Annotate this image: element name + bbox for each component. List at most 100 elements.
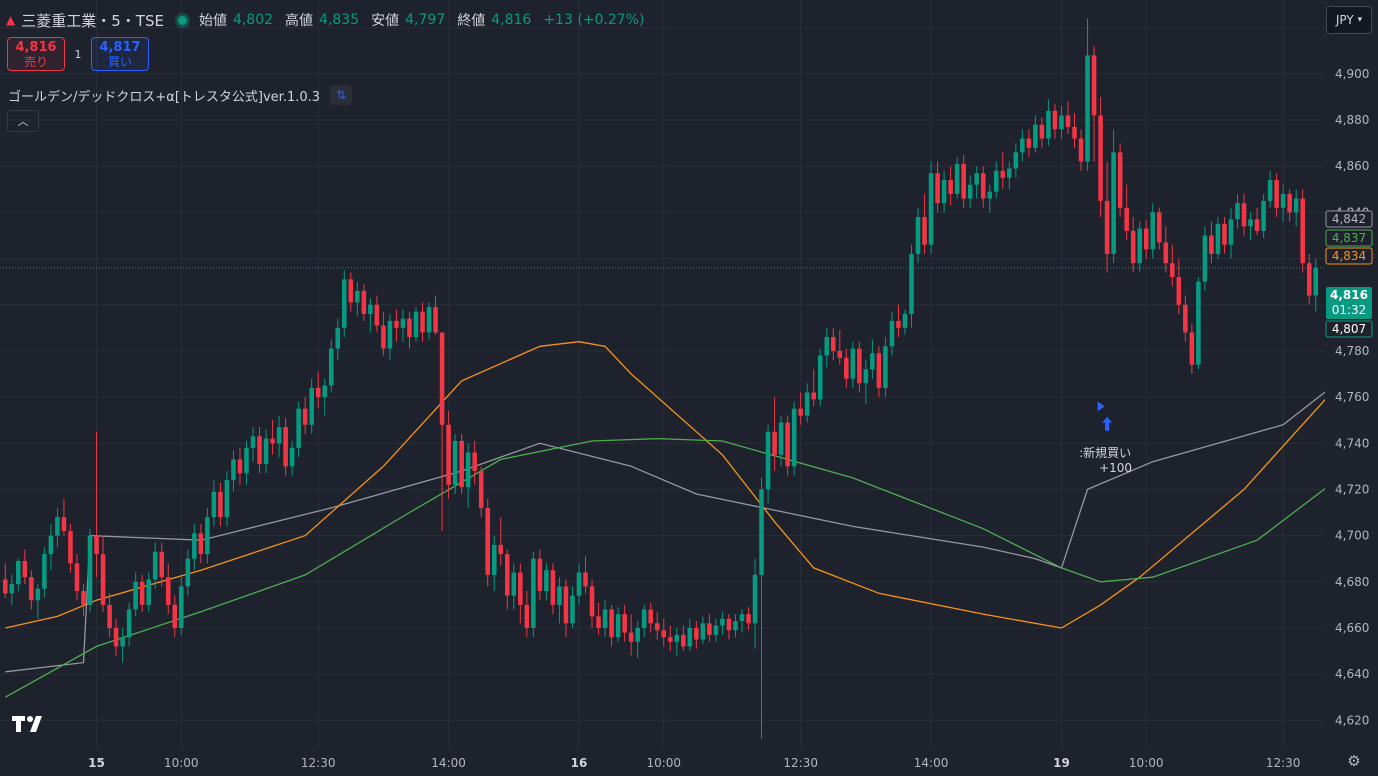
arrows-icon[interactable]: ⇅ bbox=[330, 85, 353, 105]
candle bbox=[263, 429, 269, 474]
time-tick-label: 15 bbox=[88, 756, 105, 770]
candle bbox=[113, 618, 119, 656]
series-line-vwap bbox=[5, 357, 1378, 673]
candle-body bbox=[1241, 203, 1247, 227]
candle bbox=[1215, 217, 1221, 259]
candle-body bbox=[583, 572, 588, 587]
candle-body bbox=[681, 634, 686, 647]
candle bbox=[29, 570, 34, 610]
price-tick-label: 4,880 bbox=[1335, 113, 1369, 127]
candle bbox=[1143, 219, 1149, 259]
price-tick-label: 4,720 bbox=[1335, 482, 1369, 496]
candle-body bbox=[765, 431, 771, 490]
candle bbox=[1020, 129, 1025, 162]
price-label-text: 4,816 bbox=[1330, 288, 1368, 302]
candle bbox=[55, 507, 60, 548]
candle-body bbox=[426, 307, 432, 333]
candle-body bbox=[133, 581, 138, 610]
candle bbox=[733, 614, 738, 638]
indicator-legend[interactable]: ゴールデン/デッドクロス+α[トレスタ公式]ver.1.0.3 ⇅ bbox=[8, 85, 353, 105]
candle bbox=[322, 378, 328, 416]
price-tick-label: 4,640 bbox=[1335, 667, 1369, 681]
candle bbox=[694, 621, 699, 649]
time-tick-label: 14:00 bbox=[914, 756, 949, 770]
candle bbox=[257, 427, 262, 474]
candle-body bbox=[283, 427, 288, 467]
candle-body bbox=[472, 452, 477, 471]
candle-body bbox=[1059, 115, 1064, 130]
price-tick-label: 4,900 bbox=[1335, 67, 1369, 81]
candle-body bbox=[1280, 193, 1286, 208]
candle bbox=[315, 371, 321, 409]
high-value: 4,835 bbox=[319, 12, 360, 28]
candle-body bbox=[1248, 219, 1253, 227]
candle bbox=[87, 528, 93, 612]
candle bbox=[426, 302, 432, 340]
candle bbox=[661, 618, 667, 647]
candle-body bbox=[524, 604, 530, 628]
candle bbox=[342, 270, 347, 338]
candle bbox=[935, 161, 940, 213]
candle bbox=[1306, 253, 1312, 305]
candle bbox=[74, 554, 80, 601]
candle bbox=[1039, 117, 1045, 148]
candle bbox=[967, 175, 973, 208]
candle bbox=[531, 551, 536, 638]
gear-icon[interactable]: ⚙ bbox=[1347, 752, 1361, 770]
market-status-icon bbox=[177, 15, 187, 25]
candle bbox=[915, 207, 921, 264]
tradingview-logo-icon[interactable] bbox=[12, 714, 46, 734]
symbol-title[interactable]: 三菱重工業・5・TSE bbox=[21, 11, 164, 30]
candle bbox=[165, 563, 171, 615]
sell-label: 売り bbox=[23, 55, 48, 69]
candle-body bbox=[557, 586, 562, 605]
candle-body bbox=[315, 387, 321, 398]
candle-body bbox=[342, 279, 347, 328]
candle bbox=[648, 602, 654, 633]
candle-body bbox=[694, 627, 699, 640]
time-axis-bg bbox=[0, 748, 1378, 776]
candle-body bbox=[896, 320, 901, 328]
candle-body bbox=[641, 609, 647, 628]
price-tick-label: 4,660 bbox=[1335, 621, 1369, 635]
candle bbox=[1150, 203, 1156, 259]
candle-body bbox=[1117, 152, 1123, 208]
candle bbox=[622, 604, 627, 642]
buy-button[interactable]: 4,817 買い bbox=[91, 37, 149, 71]
candle bbox=[576, 563, 582, 605]
candle-body bbox=[1091, 55, 1097, 116]
candle bbox=[1209, 221, 1214, 264]
candle bbox=[270, 420, 275, 455]
candle bbox=[628, 614, 634, 656]
candle-body bbox=[615, 614, 621, 638]
candle bbox=[896, 304, 901, 338]
candle-body bbox=[302, 408, 308, 425]
candle bbox=[974, 166, 979, 199]
candle-body bbox=[198, 533, 204, 555]
candle-body bbox=[857, 348, 862, 384]
price-tick-label: 4,860 bbox=[1335, 159, 1369, 173]
trade-signals: :新規買い+100-100利確:返済売り bbox=[1079, 401, 1132, 475]
candle-body bbox=[1267, 180, 1273, 201]
candle bbox=[381, 311, 386, 356]
currency-selector[interactable]: JPY ▾ bbox=[1326, 6, 1372, 34]
candle-body bbox=[739, 614, 745, 622]
candle-body bbox=[87, 535, 93, 605]
candle bbox=[100, 535, 106, 612]
sell-button[interactable]: 4,816 売り bbox=[7, 37, 65, 71]
candle bbox=[302, 397, 308, 435]
candle-body bbox=[830, 337, 836, 351]
candle bbox=[1176, 258, 1182, 314]
time-tick-label: 16 bbox=[571, 756, 588, 770]
candle-body bbox=[1111, 152, 1116, 254]
quantity[interactable]: 1 bbox=[74, 47, 82, 61]
chevron-down-icon: ▾ bbox=[1357, 15, 1363, 25]
candle-body bbox=[244, 447, 249, 474]
candle-body bbox=[452, 440, 458, 485]
candle bbox=[296, 401, 301, 458]
candle-body bbox=[909, 253, 914, 314]
candle bbox=[276, 415, 282, 458]
collapse-legend-button[interactable]: ︿ bbox=[7, 110, 39, 132]
